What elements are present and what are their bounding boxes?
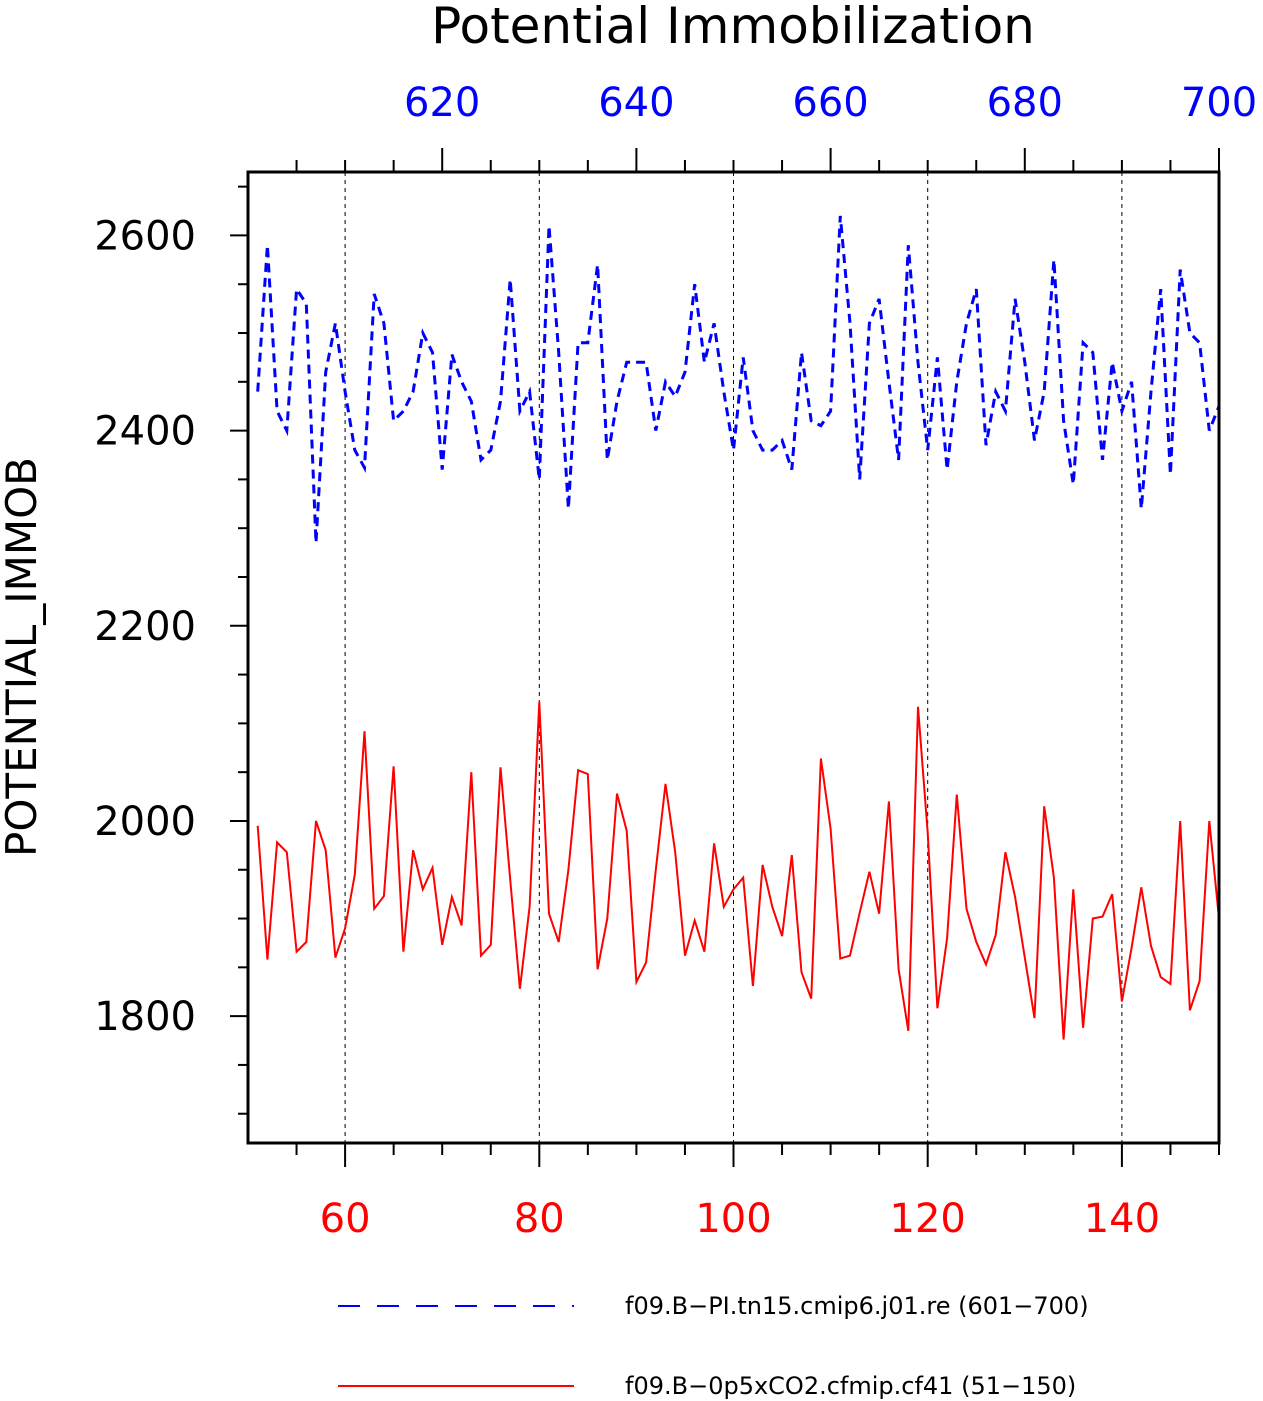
bottom-tick-label: 100 (695, 1196, 771, 1242)
grid-lines (344, 172, 1123, 1143)
y-axis-label: POTENTIAL_IMMOB (0, 457, 46, 857)
bottom-tick-label: 140 (1084, 1196, 1160, 1242)
series-line-1 (256, 701, 1220, 1040)
bottom-tick-label: 80 (514, 1196, 565, 1242)
top-tick-label: 660 (792, 80, 868, 126)
y-tick-label: 2600 (94, 213, 196, 259)
axes-group: 1800 2000 2200 2400 2600 620 640 660 680 700 60 80 1… (94, 80, 1257, 1242)
top-tick-label: 680 (987, 80, 1063, 126)
series-group (256, 215, 1221, 1040)
bottom-tick-label: 120 (890, 1196, 966, 1242)
top-tick-label: 620 (404, 80, 480, 126)
series-line-0 (256, 215, 1221, 543)
legend-label-1: f09.B−0p5xCO2.cfmip.cf41 (51−150) (625, 1372, 1076, 1400)
top-tick-label: 700 (1181, 80, 1257, 126)
chart-title: Potential Immobilization (431, 0, 1035, 55)
top-tick-label: 640 (598, 80, 674, 126)
y-tick-label: 2400 (94, 409, 196, 455)
bottom-tick-label: 60 (320, 1196, 371, 1242)
legend-label-0: f09.B−PI.tn15.cmip6.j01.re (601−700) (625, 1292, 1089, 1320)
legend: f09.B−PI.tn15.cmip6.j01.re (601−700) f09.… (338, 1292, 1089, 1400)
y-tick-label: 2000 (94, 799, 196, 845)
y-tick-label: 1800 (94, 994, 196, 1040)
y-tick-label: 2200 (94, 604, 196, 650)
